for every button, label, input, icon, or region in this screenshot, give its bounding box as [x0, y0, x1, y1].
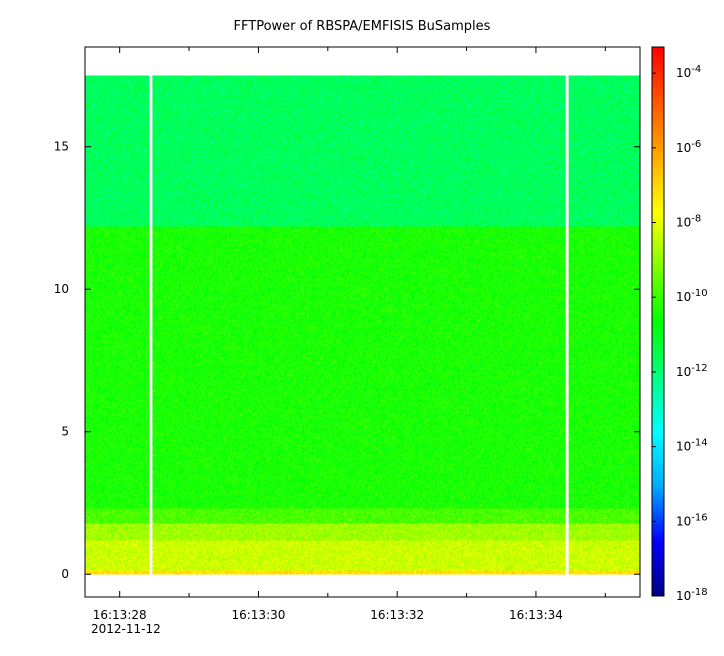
y-axis: 0 5 10 15 [54, 140, 640, 581]
x-axis-date-label: 2012-11-12 [91, 622, 161, 636]
x-axis: 16:13:28 16:13:30 16:13:32 16:13:34 [93, 47, 606, 622]
colorbar-tick-label: 10-14 [676, 438, 708, 454]
data-gap [149, 75, 153, 575]
plot-frame [84, 46, 641, 598]
y-tick-label: 15 [54, 140, 69, 154]
plot-area [85, 47, 640, 597]
x-tick-label: 16:13:32 [370, 608, 424, 622]
colorbar-tick-label: 10-8 [676, 214, 701, 230]
colorbar-tick-label: 10-10 [676, 288, 708, 304]
colorbar-tick-label: 10-18 [676, 587, 708, 603]
x-tick-label: 16:13:30 [231, 608, 285, 622]
y-tick-label: 0 [61, 567, 69, 581]
colorbar-tick-label: 10-4 [676, 64, 701, 80]
data-gaps [149, 75, 569, 575]
colorbar: 10-4 10-6 10-8 10-10 10-12 10-14 10-16 10-18 [651, 46, 708, 603]
x-tick-label: 16:13:34 [509, 608, 563, 622]
spectrogram-image [85, 75, 640, 575]
chart-title: FFTPower of RBSPA/EMFISIS BuSamples [234, 19, 491, 34]
colorbar-tick-label: 10-16 [676, 512, 708, 528]
colorbar-tick-label: 10-12 [676, 363, 708, 379]
x-tick-label: 16:13:28 [93, 608, 147, 622]
colorbar-gradient [652, 47, 664, 596]
colorbar-ticks: 10-4 10-6 10-8 10-10 10-12 10-14 10-16 10-18 [652, 64, 708, 603]
y-tick-label: 5 [61, 425, 69, 439]
colorbar-frame [651, 46, 665, 597]
y-tick-label: 10 [54, 282, 69, 296]
colorbar-tick-label: 10-6 [676, 139, 701, 155]
data-gap [565, 75, 569, 575]
